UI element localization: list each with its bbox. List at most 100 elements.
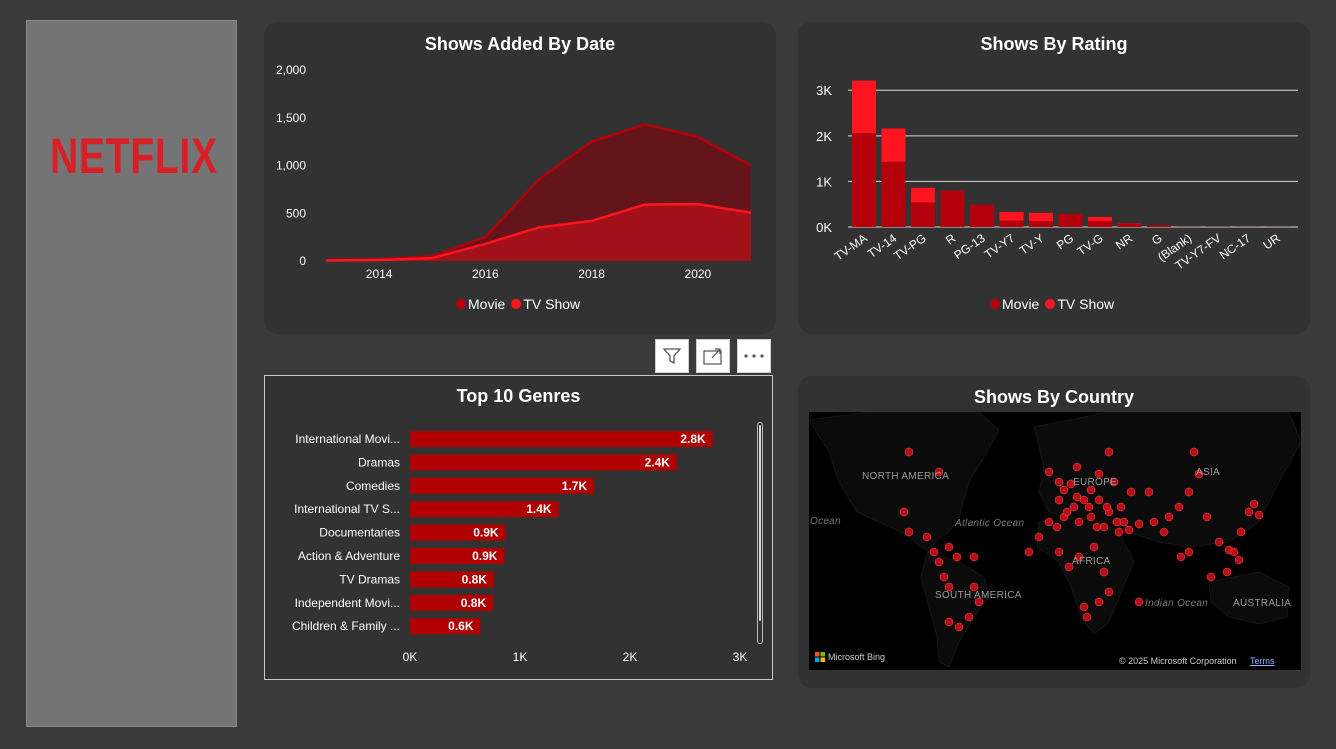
map-dot [1064, 562, 1074, 572]
more-options-button[interactable] [737, 339, 771, 373]
x-tick-label: TV-G [1075, 231, 1106, 259]
x-tick-label: 2016 [472, 267, 499, 281]
x-tick-label: TV-Y7 [982, 231, 1018, 262]
x-tick-label: TV-MA [832, 231, 870, 264]
top-10-genres-card[interactable]: Top 10 Genres International Movi... 2.8K D… [264, 375, 773, 680]
genres-scrollbar[interactable] [757, 422, 763, 644]
shows-added-legend[interactable]: Movie TV Show [456, 296, 580, 312]
map-dot [969, 582, 979, 592]
genre-bar [410, 454, 677, 471]
microsoft-logo-icon [815, 652, 825, 662]
focus-mode-button[interactable] [696, 339, 730, 373]
map-dot [929, 547, 939, 557]
map-dot [939, 572, 949, 582]
y-tick-label: 2K [816, 129, 832, 144]
map-dot [969, 552, 979, 562]
map-dot [944, 542, 954, 552]
x-tick-label: TV-PG [891, 231, 929, 263]
netflix-logo: NETFLIX [49, 128, 218, 184]
legend-tv-show-label: TV Show [523, 296, 581, 312]
scrollbar-thumb[interactable] [759, 425, 761, 621]
map-dot [1236, 527, 1246, 537]
bar-movie [1088, 221, 1112, 227]
map-dot [964, 612, 974, 622]
genre-bar [410, 477, 595, 494]
africa-shape [1036, 516, 1135, 635]
map-dot [1066, 479, 1076, 489]
legend-movie[interactable]: Movie [990, 296, 1039, 312]
map-dot [1034, 532, 1044, 542]
x-tick-label: PG [1054, 231, 1076, 252]
filter-button[interactable] [655, 339, 689, 373]
genre-data-label: 0.8K [461, 596, 487, 610]
map-dot [1194, 469, 1204, 479]
map-dot [1176, 552, 1186, 562]
shows-by-rating-card[interactable]: Shows By Rating 0K 1K 2K 3K TV-MA TV-14 TV-PG R… [798, 22, 1310, 334]
map-dot [934, 557, 944, 567]
label-north-america: NORTH AMERICA [862, 471, 950, 482]
label-atlantic-ocean: Atlantic Ocean [955, 518, 1025, 529]
genre-data-label: 1.7K [562, 479, 588, 493]
map-dot [1119, 517, 1129, 527]
shows-added-title: Shows Added By Date [424, 34, 616, 54]
x-tick-label: 2018 [578, 267, 605, 281]
y-tick-label: 0K [816, 220, 832, 235]
map-dot [954, 622, 964, 632]
map-terms-link[interactable]: Terms [1250, 656, 1275, 666]
map-dot [1174, 502, 1184, 512]
australia-shape [1208, 571, 1290, 625]
map-dot [1159, 527, 1169, 537]
map-dot [1099, 567, 1109, 577]
legend-tv-show[interactable]: TV Show [1045, 296, 1114, 312]
genre-label: Dramas [358, 455, 400, 469]
rating-legend[interactable]: Movie TV Show [990, 296, 1114, 312]
map-dot [904, 527, 914, 537]
bar-movie [852, 133, 876, 227]
genre-label: Children & Family ... [292, 619, 400, 633]
map-dot [1094, 495, 1104, 505]
sidebar: NETFLIX [26, 20, 237, 727]
map-dot [1044, 517, 1054, 527]
map-dot [1094, 469, 1104, 479]
top-genres-chart[interactable]: International Movi... 2.8K Dramas 2.4K Comed… [265, 376, 772, 679]
label-south-america: SOUTH AMERICA [935, 590, 1022, 601]
map-dot [1054, 495, 1064, 505]
genre-data-label: 1.4K [526, 502, 552, 516]
world-map-svg[interactable] [809, 412, 1301, 670]
genre-bar [410, 548, 505, 564]
x-tick-label: 3K [733, 650, 748, 664]
y-tick-label: 2,000 [276, 63, 306, 77]
shows-by-rating-title: Shows By Rating [980, 34, 1128, 54]
map-dot [1184, 547, 1194, 557]
map-dot [1102, 502, 1112, 512]
map-dot [1222, 567, 1232, 577]
bing-label: Microsoft Bing [828, 652, 886, 662]
legend-movie[interactable]: Movie [456, 296, 505, 312]
x-tick-label: PG-13 [951, 231, 988, 263]
map-dots[interactable] [899, 447, 1264, 632]
map-dot [1149, 517, 1159, 527]
map-dot [1044, 467, 1054, 477]
map-dot [1109, 477, 1119, 487]
map-dot [1104, 447, 1114, 457]
world-map[interactable]: NORTH AMERICA EUROPE ASIA AFRICA SOUTH A… [809, 412, 1301, 670]
legend-tv-show-label: TV Show [1057, 296, 1115, 312]
genre-label: TV Dramas [339, 572, 400, 586]
map-dot [944, 617, 954, 627]
focus-mode-icon [703, 348, 722, 365]
map-dot [1089, 542, 1099, 552]
map-dot [1214, 537, 1224, 547]
shows-added-chart[interactable]: 2,000 1,500 1,000 500 0 2014 2016 2018 2020 [264, 22, 776, 334]
label-australia: AUSTRALIA [1233, 598, 1292, 609]
europe-asia-shape [1033, 412, 1301, 548]
genre-data-label: 2.8K [680, 432, 706, 446]
map-dot [899, 507, 909, 517]
map-dot [1084, 502, 1094, 512]
genre-bar [410, 524, 506, 541]
shows-added-by-date-card[interactable]: Shows Added By Date 2,000 1,500 1,000 500 0 2… [264, 22, 776, 334]
map-dot [1059, 485, 1069, 495]
legend-movie-label: Movie [1002, 296, 1040, 312]
legend-tv-show[interactable]: TV Show [511, 296, 580, 312]
map-dot [1104, 587, 1114, 597]
